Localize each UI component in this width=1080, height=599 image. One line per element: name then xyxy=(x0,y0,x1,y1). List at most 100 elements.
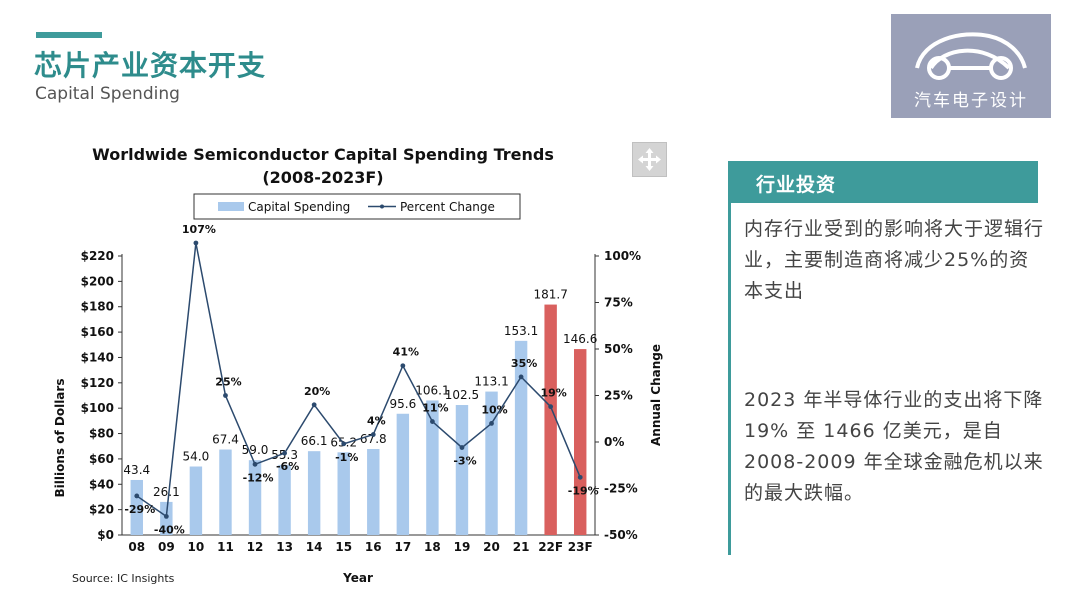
y-tick-label: $160 xyxy=(81,325,114,339)
x-tick-label: 18 xyxy=(424,540,441,554)
bar-17 xyxy=(396,413,410,535)
bar-value-label: 67.8 xyxy=(360,432,387,446)
bar-18 xyxy=(426,400,439,535)
legend-label-capital-spending: Capital Spending xyxy=(248,200,350,214)
bar-21 xyxy=(514,340,528,535)
x-tick-label: 14 xyxy=(306,540,323,554)
x-tick-label: 15 xyxy=(335,540,352,554)
y2-tick-label: 25% xyxy=(604,389,633,403)
bar-value-label: 54.0 xyxy=(183,450,210,464)
bar-15 xyxy=(337,452,350,535)
x-tick-label: 13 xyxy=(276,540,293,554)
percent-point-08 xyxy=(134,493,140,499)
percent-point-17 xyxy=(400,363,406,369)
bar-11 xyxy=(219,449,232,535)
bar-value-label: 106.1 xyxy=(415,383,449,397)
page-title: 芯片产业资本开支 xyxy=(34,49,267,82)
bar-12 xyxy=(248,460,262,535)
panel-divider xyxy=(728,203,731,555)
y-tick-label: $0 xyxy=(97,528,114,542)
bar-19 xyxy=(455,405,469,535)
bar-value-label: 66.1 xyxy=(301,434,328,448)
y2-tick-label: 100% xyxy=(604,249,641,263)
legend-swatch-bar xyxy=(218,202,244,211)
percent-label: -3% xyxy=(453,455,476,468)
percent-label: 20% xyxy=(304,385,330,398)
percent-point-13 xyxy=(282,450,287,456)
x-tick-label: 21 xyxy=(513,540,530,554)
panel-paragraph-1: 内存行业受到的影响将大于逻辑行业，主要制造商将减少25%的资本支出 xyxy=(744,218,1045,302)
bar-value-label: 26.1 xyxy=(153,485,180,499)
percent-label: 25% xyxy=(215,376,241,389)
x-tick-label: 16 xyxy=(365,540,382,554)
x-tick-label: 22F xyxy=(538,540,563,554)
percent-label: -6% xyxy=(276,460,299,473)
bar-16 xyxy=(367,449,380,535)
chart-title: Worldwide Semiconductor Capital Spending… xyxy=(92,145,554,164)
percent-label: 41% xyxy=(393,346,419,359)
page-subtitle: Capital Spending xyxy=(35,84,180,104)
percent-label: -40% xyxy=(154,523,185,536)
percent-point-14 xyxy=(311,402,317,408)
percent-label: 35% xyxy=(511,357,537,370)
percent-change-line xyxy=(136,242,581,518)
percent-point-18 xyxy=(430,419,435,424)
brand-logo: 汽车电子设计 xyxy=(891,14,1051,118)
x-tick-label: 11 xyxy=(217,540,234,554)
y2-tick-label: -50% xyxy=(604,528,638,542)
bar-value-label: 113.1 xyxy=(474,375,508,389)
y-tick-label: $40 xyxy=(89,477,114,491)
bar-value-label: 67.4 xyxy=(212,433,239,447)
y-tick-label: $180 xyxy=(81,300,114,314)
legend-label-percent-change: Percent Change xyxy=(400,200,495,214)
percent-point-19 xyxy=(459,445,465,450)
chart-subtitle: (2008-2023F) xyxy=(262,168,383,187)
plot-area: $0 $20 $40 $60 $80 $100 $120 $140 $160 $180 $200 $2… xyxy=(81,223,641,554)
x-tick-label: 10 xyxy=(188,540,205,554)
x-axis-label: Year xyxy=(342,571,373,585)
y-tick-label: $60 xyxy=(89,452,114,466)
bar-23F xyxy=(574,349,587,535)
bar-value-label: 59.0 xyxy=(242,443,269,457)
x-tick-label: 17 xyxy=(394,540,411,554)
y-tick-label: $80 xyxy=(89,427,114,441)
percent-point-21 xyxy=(518,374,524,380)
x-tick-label: 12 xyxy=(247,540,264,554)
panel-header: 行业投资 xyxy=(728,161,1038,203)
x-tick-label: 19 xyxy=(454,540,471,554)
bar-value-label: 146.6 xyxy=(563,332,597,346)
percent-point-22F xyxy=(548,404,554,410)
percent-point-16 xyxy=(370,432,376,437)
logo-text: 汽车电子设计 xyxy=(914,91,1028,111)
x-tick-label: 09 xyxy=(158,540,175,554)
y-tick-label: $220 xyxy=(81,249,114,263)
percent-label: -12% xyxy=(243,471,274,484)
capital-spending-chart: Worldwide Semiconductor Capital Spending… xyxy=(50,140,680,595)
chart-legend: Capital Spending Percent Change xyxy=(193,193,521,220)
percent-point-10 xyxy=(193,240,199,246)
percent-label: 19% xyxy=(540,387,566,400)
bar-value-label: 153.1 xyxy=(504,324,538,338)
chart-source: Source: IC Insights xyxy=(72,572,175,585)
y-tick-label: $140 xyxy=(81,350,114,364)
y-tick-label: $100 xyxy=(81,401,114,415)
percent-label: 11% xyxy=(422,402,448,415)
y2-tick-label: 75% xyxy=(604,296,633,310)
y-axis-label: Billions of Dollars xyxy=(53,379,67,498)
y2-axis-label: Annual Change xyxy=(649,344,663,446)
bar-value-label: 43.4 xyxy=(123,463,150,477)
title-accent-bar xyxy=(36,32,102,38)
move-icon[interactable] xyxy=(632,142,667,177)
x-tick-label: 20 xyxy=(483,540,500,554)
percent-label: -19% xyxy=(568,484,599,497)
bar-13 xyxy=(278,464,291,535)
bar-14 xyxy=(307,451,321,535)
percent-point-20 xyxy=(489,421,494,426)
percent-label: -1% xyxy=(335,451,358,464)
x-tick-label: 23F xyxy=(568,540,593,554)
percent-point-12 xyxy=(252,461,258,467)
y-tick-label: $200 xyxy=(81,274,114,288)
y-tick-label: $20 xyxy=(89,503,114,517)
bar-22F xyxy=(544,304,557,535)
bar-value-label: 95.6 xyxy=(389,397,416,411)
